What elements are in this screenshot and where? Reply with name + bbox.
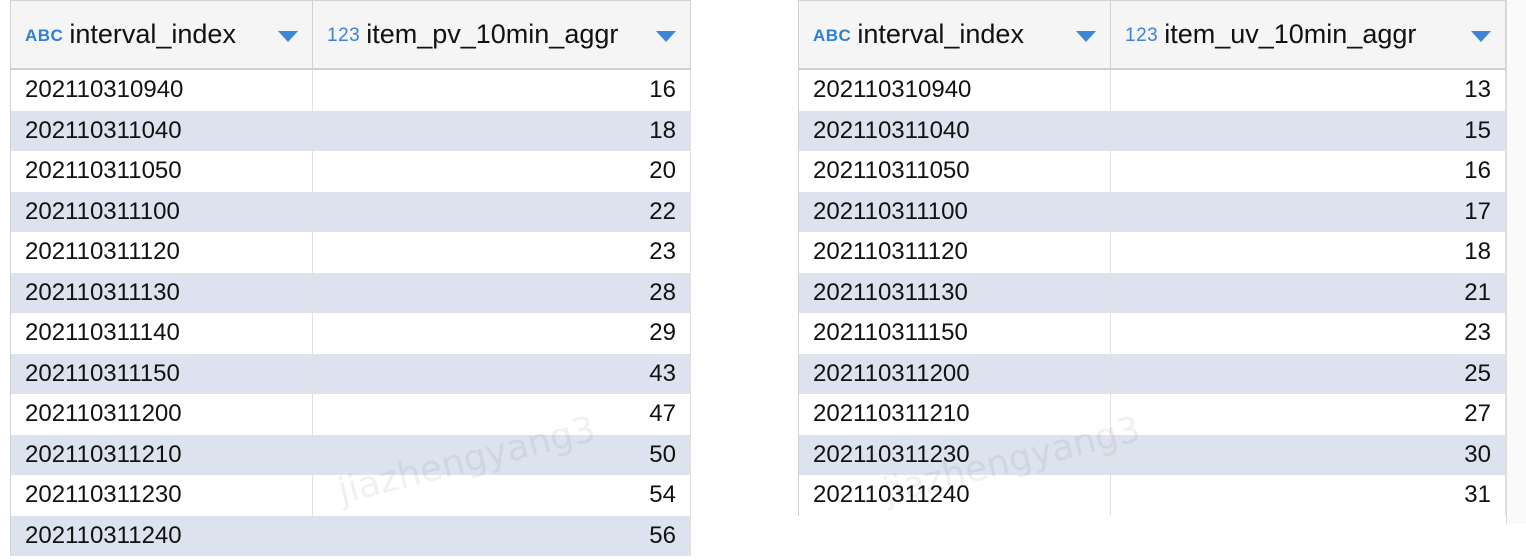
abc-type-icon: ABC [25,25,64,45]
column-header-interval-index[interactable]: ABC interval_index [11,1,313,68]
number-type-icon: 123 [327,24,361,46]
interval-index-cell[interactable]: 202110311240 [11,515,313,556]
column-header-item-pv[interactable]: 123 item_pv_10min_aggr [313,1,691,68]
right-grid-header: ABC interval_index 123 item_uv_10min_agg… [799,0,1506,70]
aggregate-value-cell[interactable]: 23 [313,232,691,273]
interval-index-cell[interactable]: 202110311100 [11,191,313,232]
aggregate-value-cell[interactable]: 29 [313,313,691,354]
aggregate-value-cell[interactable]: 17 [1111,191,1506,232]
number-type-icon: 123 [1125,24,1159,46]
interval-index-cell[interactable]: 202110311200 [799,353,1111,394]
aggregate-value-cell[interactable]: 15 [1111,110,1506,151]
table-row[interactable]: 202110311120 18 [799,232,1506,273]
interval-index-cell[interactable]: 202110311230 [11,475,313,516]
table-row[interactable]: 202110311240 31 [799,475,1506,516]
interval-index-cell[interactable]: 202110311100 [799,191,1111,232]
table-row[interactable]: 202110311200 47 [11,394,691,435]
aggregate-value-cell[interactable]: 31 [1111,475,1506,516]
table-row[interactable]: 202110311210 50 [11,434,691,475]
column-header-label: interval_index [69,19,236,49]
interval-index-cell[interactable]: 202110311230 [799,434,1111,475]
table-row[interactable]: 202110311050 16 [799,151,1506,192]
right-grid-body: 202110310940 13 202110311040 15 202110311050… [799,70,1506,516]
interval-index-cell[interactable]: 202110311120 [799,232,1111,273]
interval-index-cell[interactable]: 202110311130 [11,272,313,313]
interval-index-cell[interactable]: 202110311130 [799,272,1111,313]
aggregate-value-cell[interactable]: 18 [313,110,691,151]
aggregate-value-cell[interactable]: 22 [313,191,691,232]
table-row[interactable]: 202110311100 17 [799,191,1506,232]
table-row[interactable]: 202110311240 56 [11,515,691,556]
interval-index-cell[interactable]: 202110311150 [799,313,1111,354]
aggregate-value-cell[interactable]: 25 [1111,353,1506,394]
table-row[interactable]: 202110310940 13 [799,70,1506,111]
left-result-grid: ABC interval_index 123 item_pv_10min_agg… [10,0,691,556]
table-row[interactable]: 202110311130 21 [799,272,1506,313]
column-header-item-uv[interactable]: 123 item_uv_10min_aggr [1111,1,1506,68]
table-row[interactable]: 202110310940 16 [11,70,691,111]
column-header-interval-index[interactable]: ABC interval_index [799,1,1111,68]
interval-index-cell[interactable]: 202110311210 [799,394,1111,435]
left-grid-header: ABC interval_index 123 item_pv_10min_agg… [11,0,691,70]
aggregate-value-cell[interactable]: 18 [1111,232,1506,273]
column-header-label: interval_index [857,19,1024,49]
aggregate-value-cell[interactable]: 13 [1111,70,1506,111]
interval-index-cell[interactable]: 202110311210 [11,434,313,475]
aggregate-value-cell[interactable]: 16 [1111,151,1506,192]
interval-index-cell[interactable]: 202110311240 [799,475,1111,516]
interval-index-cell[interactable]: 202110311040 [799,110,1111,151]
table-row[interactable]: 202110311140 29 [11,313,691,354]
aggregate-value-cell[interactable]: 27 [1111,394,1506,435]
table-row[interactable]: 202110311150 23 [799,313,1506,354]
interval-index-cell[interactable]: 202110310940 [11,70,313,111]
table-row[interactable]: 202110311040 15 [799,110,1506,151]
aggregate-value-cell[interactable]: 28 [313,272,691,313]
interval-index-cell[interactable]: 202110311040 [11,110,313,151]
aggregate-value-cell[interactable]: 43 [313,353,691,394]
aggregate-value-cell[interactable]: 23 [1111,313,1506,354]
column-header-label: item_pv_10min_aggr [366,19,619,49]
column-header-label: item_uv_10min_aggr [1164,19,1417,49]
table-row[interactable]: 202110311230 54 [11,475,691,516]
aggregate-value-cell[interactable]: 56 [313,515,691,556]
aggregate-value-cell[interactable]: 50 [313,434,691,475]
aggregate-value-cell[interactable]: 30 [1111,434,1506,475]
aggregate-value-cell[interactable]: 47 [313,394,691,435]
sort-arrow-icon[interactable] [656,31,676,42]
abc-type-icon: ABC [813,25,852,45]
interval-index-cell[interactable]: 202110311120 [11,232,313,273]
left-grid-body: 202110310940 16 202110311040 18 202110311050… [11,70,691,556]
interval-index-cell[interactable]: 202110311050 [11,151,313,192]
aggregate-value-cell[interactable]: 21 [1111,272,1506,313]
sort-arrow-icon[interactable] [1471,31,1491,42]
interval-index-cell[interactable]: 202110310940 [799,70,1111,111]
table-row[interactable]: 202110311040 18 [11,110,691,151]
sort-arrow-icon[interactable] [278,31,298,42]
aggregate-value-cell[interactable]: 16 [313,70,691,111]
table-row[interactable]: 202110311200 25 [799,353,1506,394]
table-row[interactable]: 202110311230 30 [799,434,1506,475]
right-result-grid: ABC interval_index 123 item_uv_10min_agg… [798,0,1506,516]
aggregate-value-cell[interactable]: 54 [313,475,691,516]
interval-index-cell[interactable]: 202110311050 [799,151,1111,192]
interval-index-cell[interactable]: 202110311140 [11,313,313,354]
table-row[interactable]: 202110311100 22 [11,191,691,232]
interval-index-cell[interactable]: 202110311200 [11,394,313,435]
table-row[interactable]: 202110311130 28 [11,272,691,313]
grid-edge-strip [1506,0,1526,524]
sort-arrow-icon[interactable] [1076,31,1096,42]
interval-index-cell[interactable]: 202110311150 [11,353,313,394]
table-row[interactable]: 202110311150 43 [11,353,691,394]
aggregate-value-cell[interactable]: 20 [313,151,691,192]
table-row[interactable]: 202110311120 23 [11,232,691,273]
table-row[interactable]: 202110311050 20 [11,151,691,192]
table-row[interactable]: 202110311210 27 [799,394,1506,435]
